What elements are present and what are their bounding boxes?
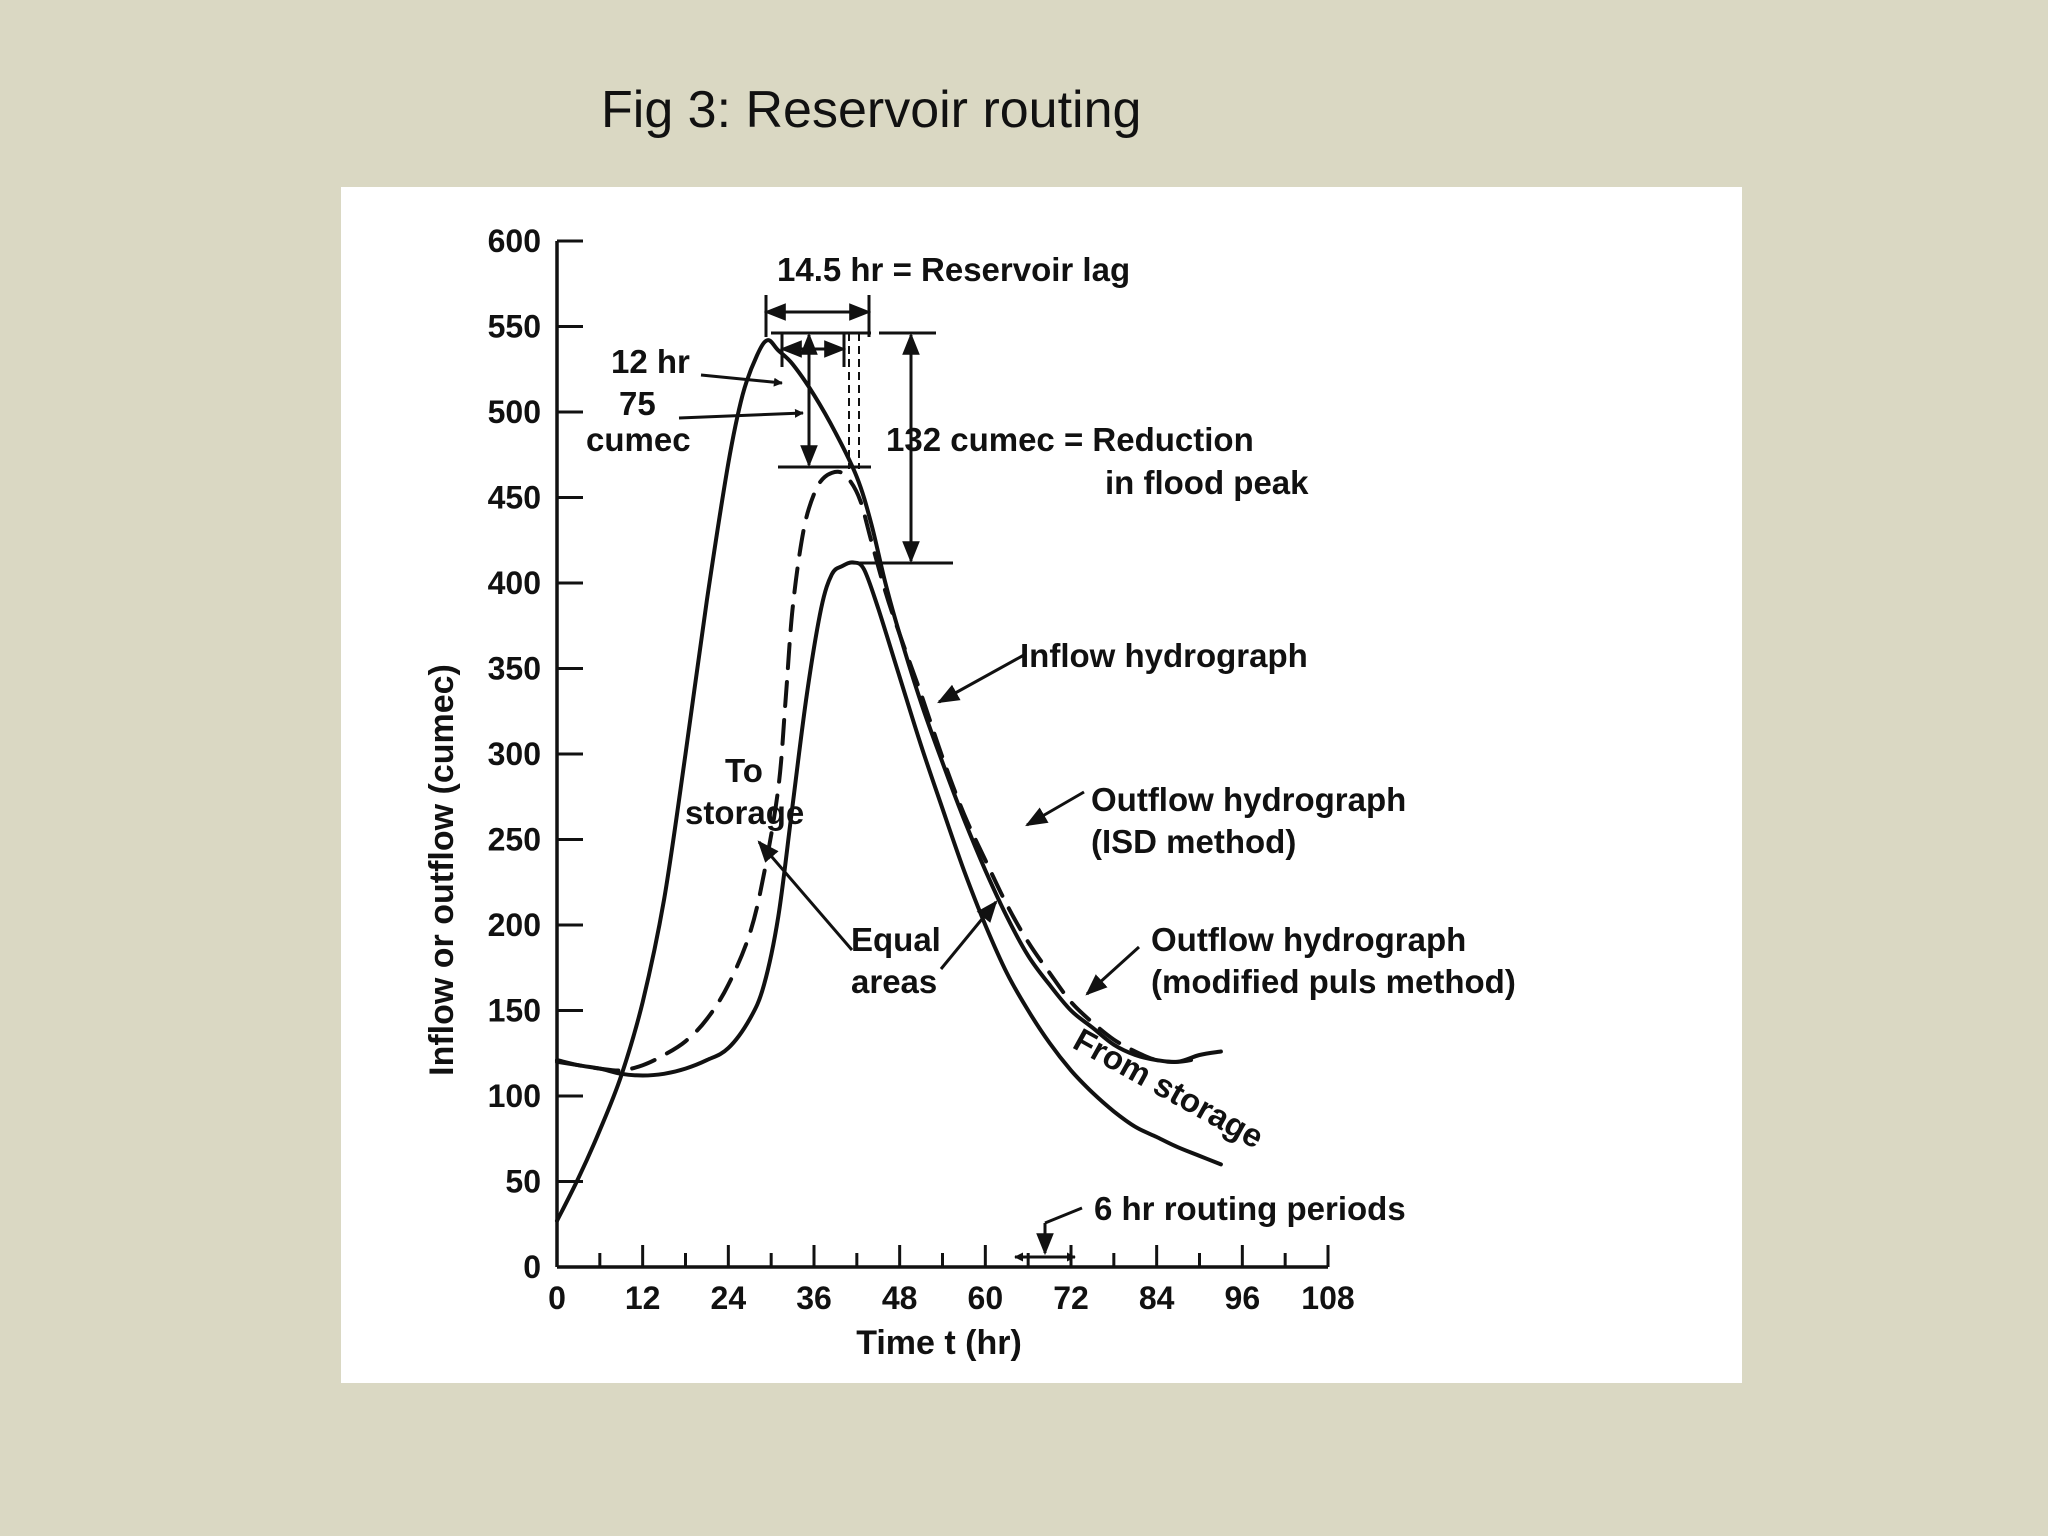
routing-period-leader (1044, 1206, 1083, 1225)
y-tick-label: 600 (488, 223, 541, 259)
isd-label-line1: Outflow hydrograph (1091, 781, 1406, 818)
puls-pointer (1085, 945, 1141, 996)
inflow-hydrograph-label: Inflow hydrograph (1020, 637, 1308, 674)
seventy-five-leader (678, 408, 804, 420)
y-tick-label: 300 (488, 736, 541, 772)
to-storage-pointer (757, 840, 854, 951)
x-tick-label: 24 (711, 1280, 747, 1316)
x-tick-label: 48 (882, 1280, 918, 1316)
to-storage-label-line1: To (725, 752, 763, 789)
slide-title: Fig 3: Reservoir routing (601, 81, 1142, 139)
y-tick-label: 500 (488, 394, 541, 430)
x-tick-label: 84 (1139, 1280, 1175, 1316)
axes: 0 50 100 150 200 250 300 350 400 450 500 550 600 0 12 2… (488, 223, 1355, 1316)
equal-areas-label-line1: Equal (851, 921, 941, 958)
y-tick-label: 0 (523, 1249, 541, 1285)
y-tick-label: 100 (488, 1078, 541, 1114)
x-axis-title: Time t (hr) (856, 1324, 1022, 1362)
y-tick-label: 50 (505, 1164, 541, 1200)
cumec-label: cumec (586, 421, 691, 458)
y-axis-title: Inflow or outflow (cumec) (423, 664, 461, 1076)
seventy-five-label: 75 (619, 385, 656, 422)
y-tick-label: 550 (488, 309, 541, 345)
x-tick-label: 36 (796, 1280, 832, 1316)
reduction-label-line2: in flood peak (1105, 464, 1309, 501)
twelve-hr-label: 12 hr (611, 343, 690, 380)
x-tick-label: 60 (968, 1280, 1004, 1316)
equal-areas-pointer (939, 900, 998, 970)
to-storage-label-line2: storage (685, 794, 804, 831)
y-tick-label: 450 (488, 480, 541, 516)
reduction-label-line1: 132 cumec = Reduction (886, 421, 1254, 458)
y-tick-label: 400 (488, 565, 541, 601)
x-tick-label: 96 (1225, 1280, 1261, 1316)
from-storage-label: From storage (1068, 1021, 1270, 1156)
series-line-1 (555, 338, 1223, 1223)
y-tick-label: 350 (488, 651, 541, 687)
x-tick-label: 0 (548, 1280, 566, 1316)
routing-periods-label: 6 hr routing periods (1094, 1190, 1406, 1227)
annotation-texts: 14.5 hr = Reservoir lag 12 hr 75 cumec 1… (586, 251, 1516, 1227)
series-line-2 (555, 469, 1202, 1073)
y-tick-label: 200 (488, 907, 541, 943)
twelve-hr-leader (700, 373, 783, 387)
equal-areas-label-line2: areas (851, 963, 937, 1000)
isd-pointer (1025, 790, 1085, 827)
isd-label-line2: (ISD method) (1091, 823, 1296, 860)
lag-label: 14.5 hr = Reservoir lag (777, 251, 1130, 288)
x-tick-label: 108 (1301, 1280, 1354, 1316)
figure-panel: 0 50 100 150 200 250 300 350 400 450 500 550 600 0 12 2… (341, 187, 1742, 1383)
puls-label-line1: Outflow hydrograph (1151, 921, 1466, 958)
puls-label-line2: (modified puls method) (1151, 963, 1516, 1000)
annotation-marks (678, 295, 1141, 1262)
routing-chart: 0 50 100 150 200 250 300 350 400 450 500 550 600 0 12 2… (423, 223, 1516, 1362)
y-tick-label: 250 (488, 822, 541, 858)
y-tick-label: 150 (488, 993, 541, 1029)
x-tick-label: 72 (1053, 1280, 1089, 1316)
x-tick-label: 12 (625, 1280, 661, 1316)
inflow-pointer (937, 653, 1025, 704)
